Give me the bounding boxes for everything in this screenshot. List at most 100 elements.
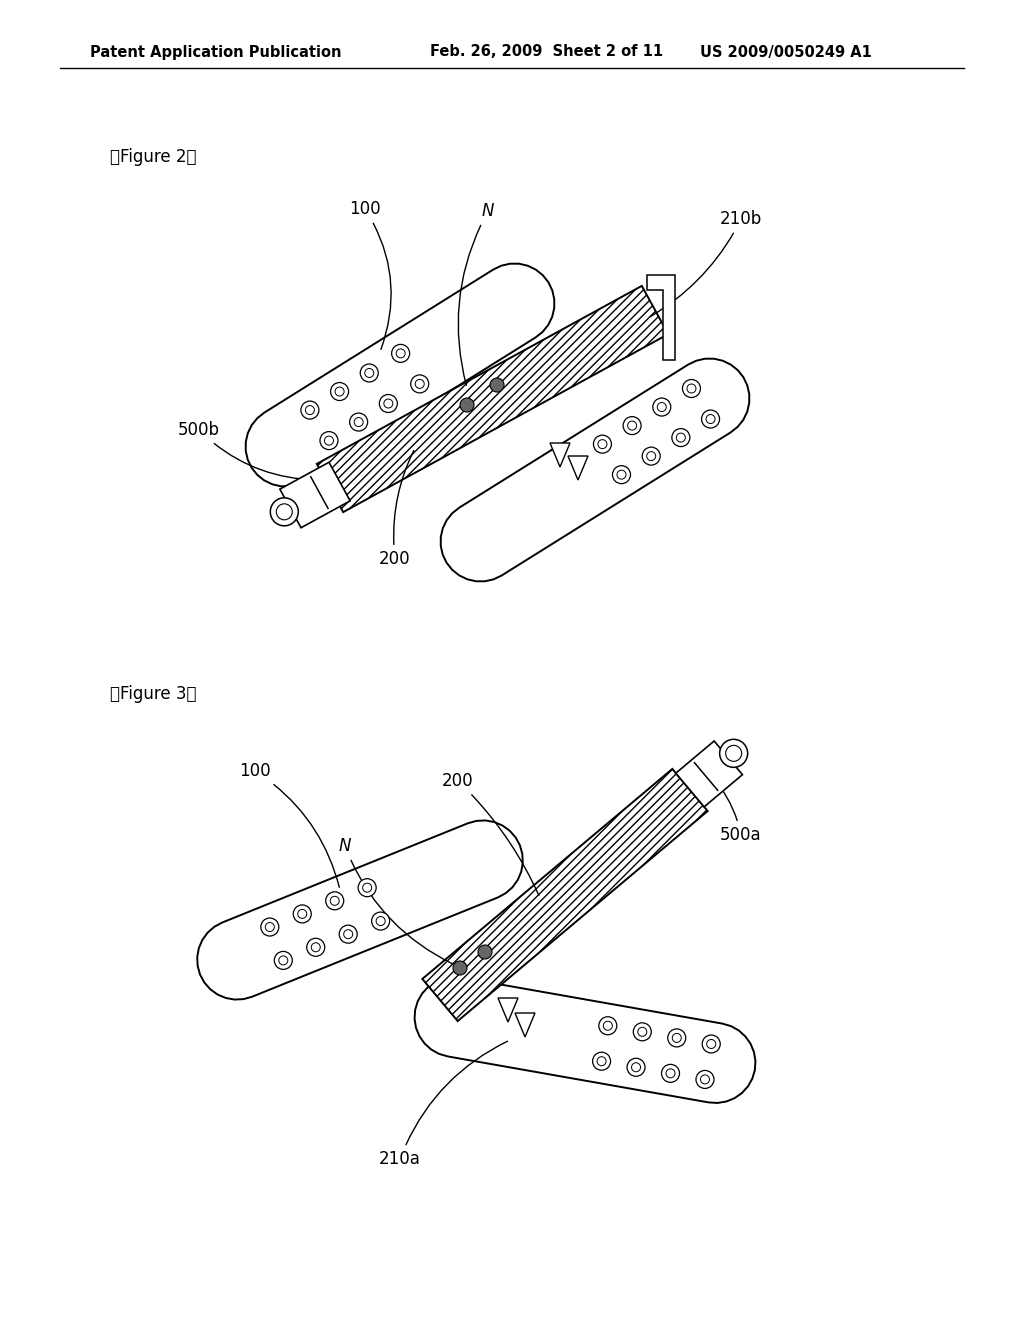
Circle shape — [301, 401, 318, 418]
Text: US 2009/0050249 A1: US 2009/0050249 A1 — [700, 45, 871, 59]
Circle shape — [311, 942, 321, 952]
Circle shape — [276, 504, 292, 520]
Text: 200: 200 — [379, 450, 414, 568]
Circle shape — [372, 912, 390, 931]
Circle shape — [707, 1039, 716, 1048]
Circle shape — [391, 345, 410, 363]
Circle shape — [701, 411, 720, 428]
Circle shape — [325, 436, 334, 445]
Circle shape — [453, 961, 467, 975]
Circle shape — [298, 909, 307, 919]
Circle shape — [415, 379, 424, 388]
Circle shape — [478, 945, 492, 960]
Circle shape — [666, 1069, 675, 1078]
Circle shape — [339, 925, 357, 944]
Circle shape — [330, 896, 339, 906]
Circle shape — [293, 906, 311, 923]
Circle shape — [687, 384, 696, 393]
Text: Feb. 26, 2009  Sheet 2 of 11: Feb. 26, 2009 Sheet 2 of 11 — [430, 45, 664, 59]
Circle shape — [677, 433, 685, 442]
Circle shape — [657, 403, 667, 412]
Circle shape — [598, 440, 607, 449]
Circle shape — [411, 375, 429, 393]
Circle shape — [358, 879, 376, 896]
Text: 500b: 500b — [178, 421, 315, 480]
Circle shape — [335, 387, 344, 396]
Text: 210a: 210a — [379, 1041, 508, 1168]
Circle shape — [384, 399, 393, 408]
Text: 500a: 500a — [711, 776, 762, 843]
Circle shape — [726, 746, 741, 762]
Circle shape — [344, 929, 352, 939]
Circle shape — [599, 1016, 616, 1035]
Polygon shape — [498, 998, 518, 1022]
Circle shape — [349, 413, 368, 432]
Polygon shape — [440, 359, 750, 581]
Text: 210b: 210b — [650, 210, 762, 317]
Circle shape — [331, 383, 348, 400]
Circle shape — [720, 739, 748, 767]
Circle shape — [396, 348, 406, 358]
Text: 100: 100 — [349, 201, 391, 350]
Text: N: N — [459, 202, 495, 385]
Circle shape — [360, 364, 378, 381]
Circle shape — [662, 1064, 680, 1082]
Circle shape — [612, 466, 631, 483]
Circle shape — [261, 917, 279, 936]
Polygon shape — [246, 264, 554, 486]
Circle shape — [594, 436, 611, 453]
Polygon shape — [515, 1012, 535, 1038]
Circle shape — [365, 368, 374, 378]
Circle shape — [638, 1027, 647, 1036]
Circle shape — [305, 405, 314, 414]
Circle shape — [673, 1034, 681, 1043]
Circle shape — [642, 447, 660, 465]
Circle shape — [593, 1052, 610, 1071]
Text: 『Figure 3』: 『Figure 3』 — [110, 685, 197, 704]
Polygon shape — [676, 741, 742, 807]
Circle shape — [597, 1057, 606, 1065]
Polygon shape — [316, 286, 669, 512]
Circle shape — [460, 399, 474, 412]
Circle shape — [326, 892, 344, 909]
Polygon shape — [415, 977, 756, 1104]
Circle shape — [376, 916, 385, 925]
Circle shape — [627, 1059, 645, 1076]
Polygon shape — [550, 444, 570, 467]
Circle shape — [354, 417, 364, 426]
Text: N: N — [339, 837, 453, 964]
Polygon shape — [568, 455, 588, 480]
Circle shape — [362, 883, 372, 892]
Circle shape — [706, 414, 715, 424]
Polygon shape — [422, 770, 708, 1022]
Circle shape — [682, 379, 700, 397]
Circle shape — [672, 429, 690, 446]
Circle shape — [490, 378, 504, 392]
Text: Patent Application Publication: Patent Application Publication — [90, 45, 341, 59]
Circle shape — [628, 421, 637, 430]
Circle shape — [274, 952, 292, 969]
Circle shape — [603, 1022, 612, 1030]
Circle shape — [702, 1035, 720, 1053]
Circle shape — [696, 1071, 714, 1089]
Polygon shape — [647, 275, 675, 360]
Circle shape — [632, 1063, 641, 1072]
Text: 200: 200 — [442, 772, 539, 895]
Circle shape — [617, 470, 626, 479]
Text: 100: 100 — [240, 762, 339, 887]
Circle shape — [379, 395, 397, 413]
Circle shape — [319, 432, 338, 450]
Circle shape — [270, 498, 298, 525]
Circle shape — [647, 451, 655, 461]
Circle shape — [624, 417, 641, 434]
Polygon shape — [280, 462, 350, 528]
Circle shape — [633, 1023, 651, 1041]
Circle shape — [307, 939, 325, 956]
Circle shape — [652, 399, 671, 416]
Polygon shape — [198, 821, 523, 999]
Circle shape — [265, 923, 274, 932]
Text: 『Figure 2』: 『Figure 2』 — [110, 148, 197, 166]
Circle shape — [668, 1028, 686, 1047]
Circle shape — [279, 956, 288, 965]
Circle shape — [700, 1074, 710, 1084]
